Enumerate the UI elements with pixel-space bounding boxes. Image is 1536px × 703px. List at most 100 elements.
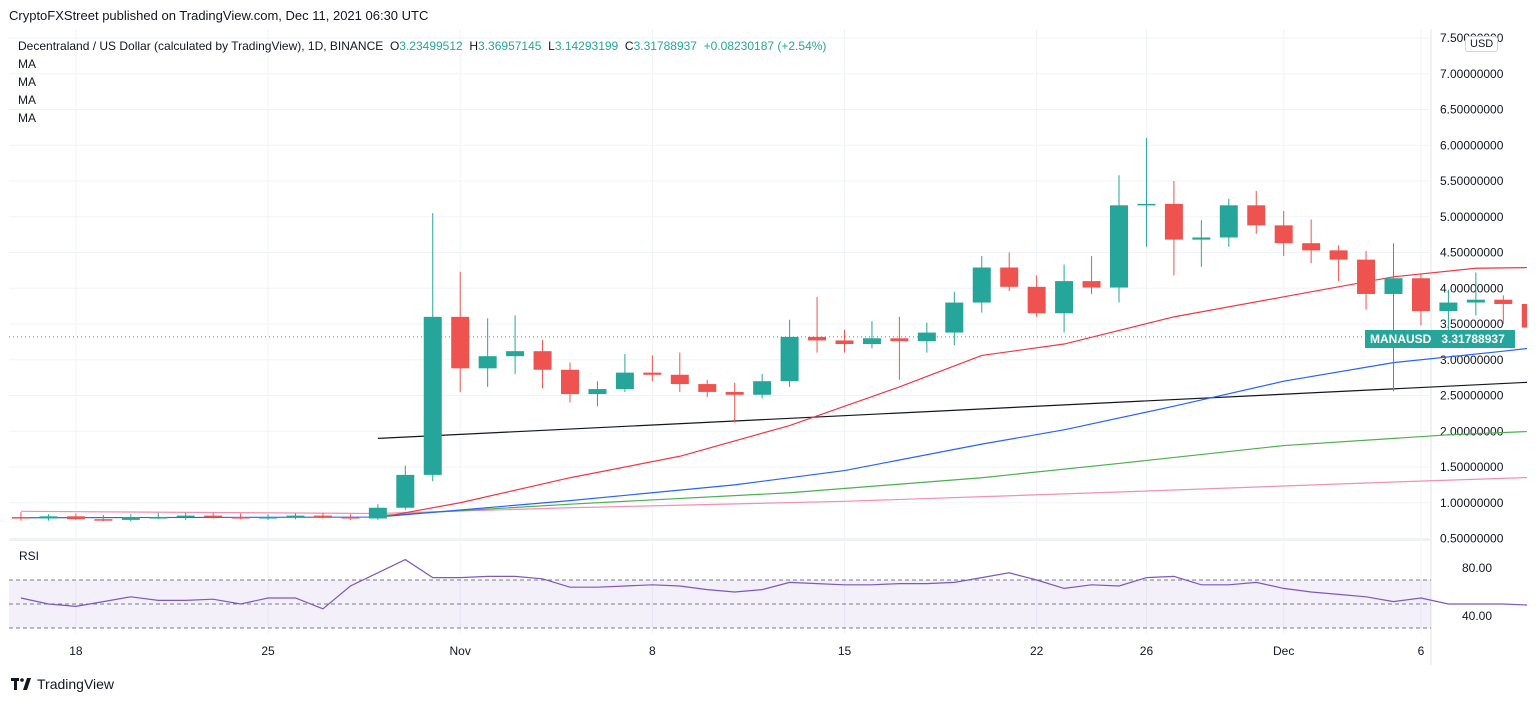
candle-body: [66, 516, 85, 520]
candle-body: [286, 515, 305, 518]
candlestick-chart[interactable]: 0.50000000 1.00000000 1.50000000 2.00000000…: [9, 29, 1527, 665]
candle-body: [204, 515, 223, 518]
last-price-tag: MANAUSD 3.31788937: [1365, 330, 1515, 348]
currency-badge[interactable]: USD: [1465, 36, 1499, 52]
candle-body: [1274, 225, 1293, 244]
candle-body: [259, 517, 278, 519]
price-tick-label: 6.00000000: [1440, 138, 1504, 152]
symbol-name: Decentraland / US Dollar (calculated by …: [18, 39, 384, 53]
low-label: L: [548, 39, 555, 53]
candle-body: [1411, 278, 1430, 312]
trendline: [377, 381, 1527, 439]
candle-body: [1357, 259, 1376, 294]
candle-body: [972, 267, 991, 303]
price-tick-label: 1.50000000: [1440, 460, 1504, 474]
footer-brand[interactable]: TradingView: [11, 676, 114, 692]
time-tick-label: 18: [69, 644, 83, 658]
candle-body: [698, 384, 717, 392]
ma200-line: [20, 476, 1527, 515]
candle-body: [1082, 281, 1101, 288]
candle-body: [1247, 205, 1266, 226]
candle-body: [1302, 243, 1321, 251]
ma-label-2[interactable]: MA: [18, 75, 36, 89]
footer-brand-text: TradingView: [37, 676, 115, 692]
candle-body: [835, 340, 854, 345]
tradingview-logo-icon: [11, 678, 31, 690]
candle-body: [945, 302, 964, 333]
ma100-line: [377, 430, 1527, 517]
candle-body: [12, 517, 30, 519]
candle-body: [862, 338, 881, 345]
rsi-tick-label: 80.00: [1462, 561, 1492, 575]
candle-body: [451, 316, 470, 369]
chart-frame[interactable]: 0.50000000 1.00000000 1.50000000 2.00000000…: [9, 29, 1527, 665]
candle-body: [1466, 299, 1485, 303]
rsi-tick-label: 40.00: [1462, 609, 1492, 623]
candle-body: [725, 391, 744, 395]
candle-body: [1521, 303, 1527, 328]
candle-body: [94, 519, 113, 521]
price-tick-label: 0.50000000: [1440, 532, 1504, 546]
candle-body: [478, 356, 497, 369]
candle-body: [1329, 250, 1348, 260]
ma20-line: [377, 266, 1527, 519]
time-tick-label: 22: [1030, 644, 1044, 658]
price-tick-label: 2.00000000: [1440, 424, 1504, 438]
change-value: +0.08230187 (+2.54%): [703, 39, 827, 53]
ma-label-4[interactable]: MA: [18, 111, 36, 125]
price-tick-label: 5.50000000: [1440, 174, 1504, 188]
candle-body: [423, 316, 442, 475]
ma-label-1[interactable]: MA: [18, 57, 36, 71]
candle-body: [1384, 278, 1403, 294]
candle-body: [149, 517, 168, 519]
candle-body: [615, 372, 634, 390]
candle-body: [588, 389, 607, 395]
time-tick-label: Nov: [450, 644, 471, 658]
price-tick-label: 7.00000000: [1440, 67, 1504, 81]
candle-body: [396, 474, 415, 508]
candle-body: [1137, 203, 1156, 206]
close-label: C: [624, 39, 634, 53]
candle-body: [341, 517, 360, 519]
time-tick-label: 26: [1140, 644, 1154, 658]
price-tick-label: 5.00000000: [1440, 210, 1504, 224]
time-tick-label: 25: [261, 644, 275, 658]
open-label: O: [389, 39, 400, 53]
time-tick-label: Dec: [1273, 644, 1294, 658]
candle-body: [121, 517, 140, 520]
candle-body: [643, 372, 662, 375]
ma-label-3[interactable]: MA: [18, 93, 36, 107]
candle-body: [313, 515, 332, 518]
candle-body: [780, 336, 799, 382]
price-tag-value: 3.31788937: [1441, 332, 1505, 346]
price-tick-label: 1.00000000: [1440, 496, 1504, 510]
rsi-line: [20, 558, 1527, 610]
candle-body: [917, 332, 936, 342]
time-tick-label: 6: [1418, 644, 1425, 658]
candle-body: [1192, 237, 1211, 240]
price-tick-label: 6.50000000: [1440, 103, 1504, 117]
symbol-row: Decentraland / US Dollar (calculated by …: [18, 37, 826, 55]
low-value: 3.14293199: [554, 39, 619, 53]
published-line: CryptoFXStreet published on TradingView.…: [9, 8, 429, 23]
candle-body: [176, 515, 195, 518]
candle-body: [1110, 205, 1128, 288]
candle-body: [39, 516, 58, 519]
candle-body: [368, 507, 387, 519]
time-tick-label: 8: [649, 644, 656, 658]
candle-body: [1219, 205, 1238, 238]
close-value: 3.31788937: [633, 39, 697, 53]
candle-body: [533, 351, 552, 370]
candle-body: [808, 336, 827, 341]
rsi-label[interactable]: RSI: [19, 549, 40, 563]
price-tick-label: 3.50000000: [1440, 317, 1504, 331]
candle-body: [1027, 286, 1046, 314]
candle-body: [1000, 267, 1019, 287]
candle-body: [561, 369, 579, 395]
price-tag-symbol: MANAUSD: [1370, 332, 1432, 346]
candle-body: [1439, 302, 1458, 312]
price-tick-label: 4.50000000: [1440, 246, 1504, 260]
time-tick-label: 15: [838, 644, 852, 658]
ma50-line: [20, 347, 1527, 519]
candle-body: [506, 351, 525, 357]
